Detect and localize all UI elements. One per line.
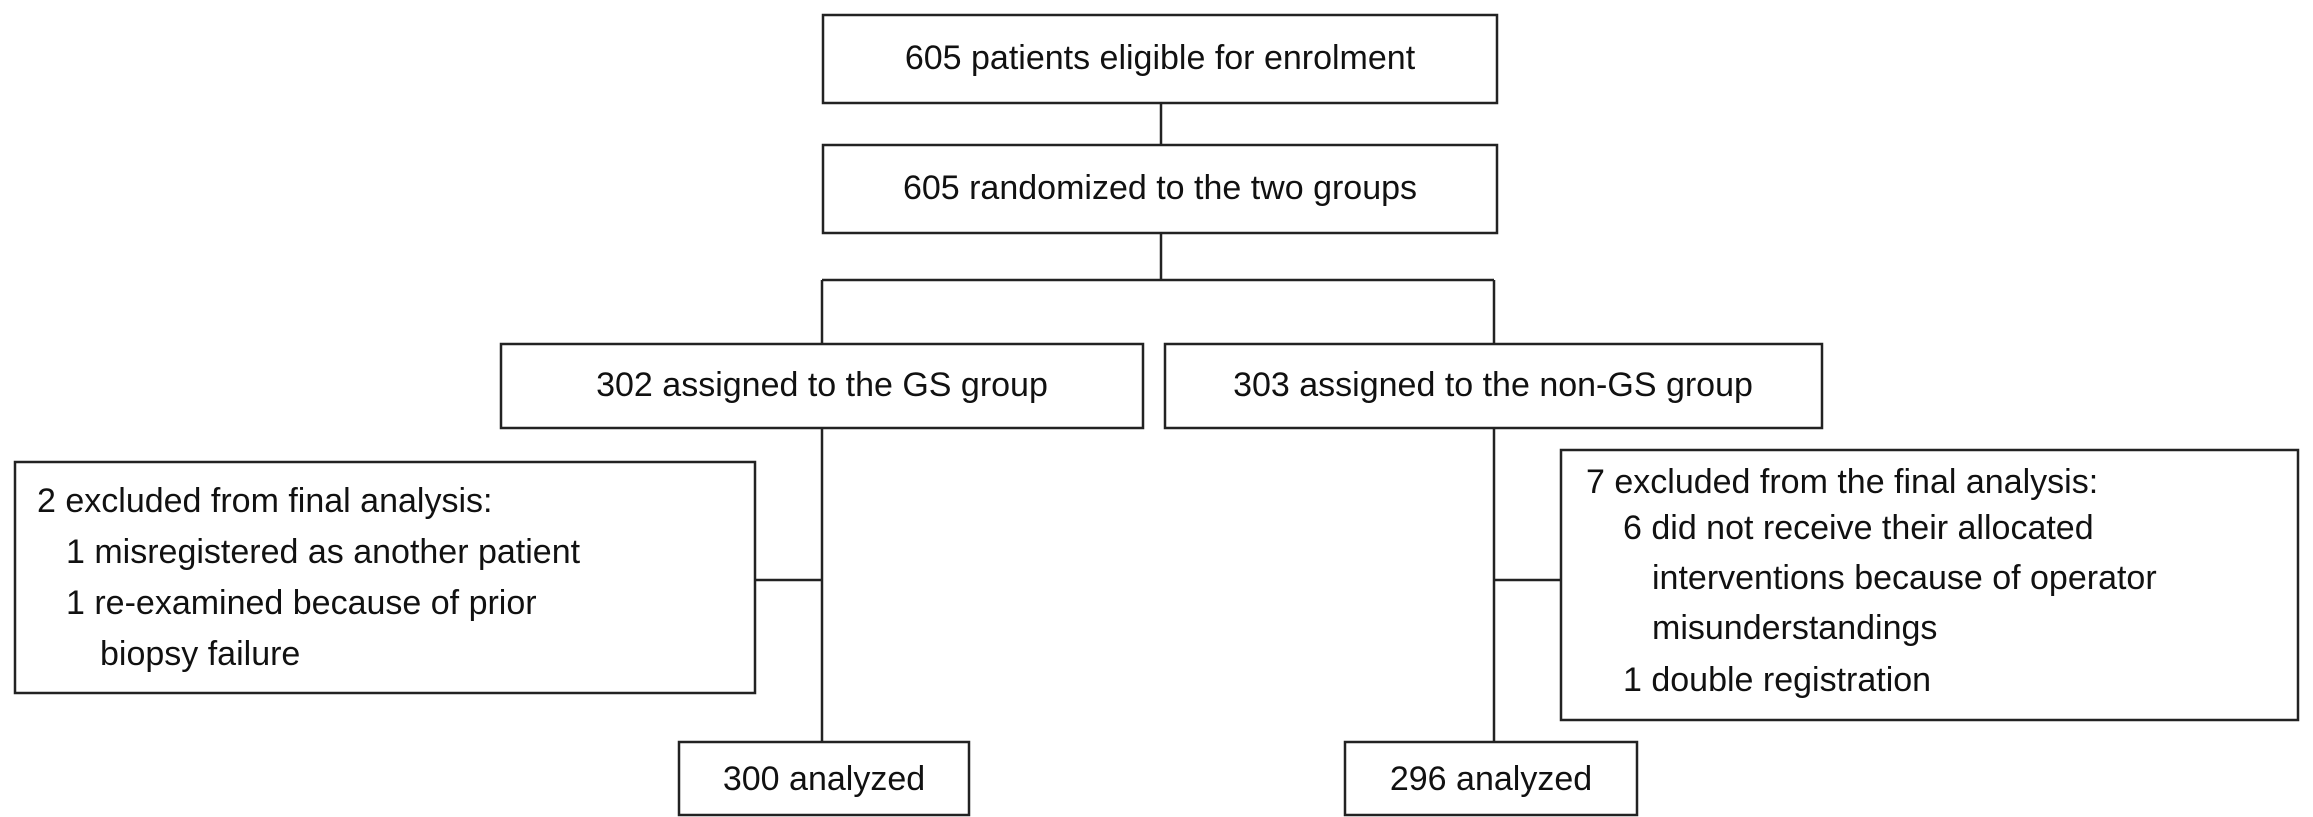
box <box>1163 342 1824 430</box>
exclusion-text: 1 double registration <box>1623 661 1931 699</box>
exclusion-box <box>13 460 757 695</box>
exclusion-box <box>1559 448 2300 722</box>
exclusion-text: misunderstandings <box>1652 609 1937 647</box>
exclusion-text: interventions because of operator <box>1652 559 2157 597</box>
exclusion-text: 1 re-examined because of prior <box>66 584 537 622</box>
exclusion-text: 2 excluded from final analysis: <box>37 482 492 520</box>
box-label: 296 analyzed <box>1390 760 1592 798</box>
exclusion-text: biopsy failure <box>100 635 300 673</box>
box <box>1343 740 1639 817</box>
exclusion-text: 1 misregistered as another patient <box>66 533 581 571</box>
box-label: 300 analyzed <box>723 760 925 798</box>
box-label: 303 assigned to the non-GS group <box>1233 366 1753 404</box>
exclusion-text: 6 did not receive their allocated <box>1623 509 2094 547</box>
box-label: 605 randomized to the two groups <box>903 169 1417 207</box>
box-label: 605 patients eligible for enrolment <box>905 39 1416 77</box>
box <box>821 13 1499 105</box>
exclusion-text: 7 excluded from the final analysis: <box>1586 463 2098 501</box>
box <box>499 342 1145 430</box>
box <box>677 740 971 817</box>
box-label: 302 assigned to the GS group <box>596 366 1048 404</box>
box <box>821 143 1499 235</box>
